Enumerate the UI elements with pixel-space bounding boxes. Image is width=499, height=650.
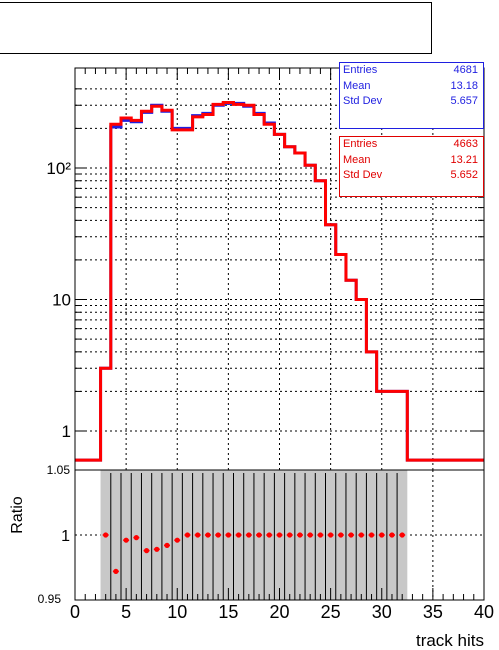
x-tick-label: 10 xyxy=(167,602,187,622)
ratio-point xyxy=(225,532,231,538)
stat-blue-row: Entries 4681 xyxy=(340,63,483,79)
ratio-point xyxy=(317,532,323,538)
ratio-point xyxy=(236,532,242,538)
stat-blue-label: Std Dev xyxy=(343,95,383,107)
ratio-point xyxy=(287,532,293,538)
stat-blue-row: Std Dev 5.657 xyxy=(340,94,483,110)
ratio-point xyxy=(266,532,272,538)
x-tick-label: 15 xyxy=(218,602,238,622)
ratio-point xyxy=(379,532,385,538)
stat-blue-label: Mean xyxy=(343,79,371,92)
ratio-point xyxy=(399,532,405,538)
x-tick-label: 20 xyxy=(269,602,289,622)
stat-red-value: 13.21 xyxy=(450,153,478,166)
ratio-point xyxy=(123,537,129,543)
stat-blue-value: 13.18 xyxy=(450,79,478,92)
ratio-point xyxy=(368,532,375,538)
ratio-point xyxy=(184,532,191,538)
stat-red-label: Mean xyxy=(343,153,371,166)
ratio-point xyxy=(297,532,303,538)
stat-blue-label: Entries xyxy=(343,64,378,76)
x-tick-label: 35 xyxy=(423,602,443,622)
ratio-point xyxy=(215,532,221,538)
x-tick-label: 25 xyxy=(321,602,341,622)
ratio-point xyxy=(205,532,211,538)
stat-blue-row: Mean 13.18 xyxy=(340,79,483,95)
x-tick-label: 0 xyxy=(70,602,80,622)
y-tick-label: 1 xyxy=(62,422,71,441)
stat-red-value: 5.652 xyxy=(450,169,478,181)
ratio-point xyxy=(338,532,344,538)
stats-box-blue: Entries 4681 Mean 13.18 Std Dev 5.657 xyxy=(339,62,484,129)
series-line-red xyxy=(75,100,484,462)
ratio-point xyxy=(328,532,334,538)
ratio-point xyxy=(103,532,109,538)
y-tick-label: 1 xyxy=(61,528,70,545)
ratio-point xyxy=(164,542,170,549)
ratio-point xyxy=(276,532,283,538)
y-tick-label: 10 xyxy=(52,291,71,310)
stats-box-red: Entries 4663 Mean 13.21 Std Dev 5.652 xyxy=(339,136,484,197)
ratio-point xyxy=(246,532,252,538)
ratio-point xyxy=(174,537,180,543)
ratio-points xyxy=(102,532,406,575)
ratio-point xyxy=(195,532,201,538)
stat-red-row: Std Dev 5.652 xyxy=(340,168,483,184)
ratio-point xyxy=(154,546,160,552)
stat-blue-value: 5.657 xyxy=(450,95,478,107)
stat-red-label: Std Dev xyxy=(343,169,383,181)
ratio-point xyxy=(113,568,119,575)
y-axis-title: Ratio xyxy=(9,496,26,533)
x-axis-title: track hits xyxy=(416,631,484,650)
stat-red-row: Entries 4663 xyxy=(340,137,483,153)
title-box xyxy=(0,2,432,54)
x-tick-label: 30 xyxy=(372,602,392,622)
ratio-point xyxy=(389,532,395,538)
series-red-histogram xyxy=(75,100,484,462)
ratio-point xyxy=(358,532,364,538)
y-tick-label: 10² xyxy=(46,159,71,178)
y-tick-label: 1.05 xyxy=(47,463,71,477)
stat-blue-value: 4681 xyxy=(453,64,478,76)
x-tick-label: 40 xyxy=(474,602,494,622)
x-tick-label: 5 xyxy=(121,602,131,622)
ratio-point xyxy=(133,535,139,541)
ratio-point xyxy=(256,532,262,538)
y-tick-label: 0.95 xyxy=(38,592,62,606)
ratio-point xyxy=(348,532,354,538)
ratio-point xyxy=(143,548,150,554)
stat-red-value: 4663 xyxy=(453,138,478,150)
axis-labels: 1 10 10² 0.95 1 1.05 0 5 10 15 20 25 30 35 40 track hit… xyxy=(9,159,494,650)
stat-red-label: Entries xyxy=(343,138,378,150)
ratio-error-band xyxy=(100,470,408,600)
ratio-point xyxy=(307,532,313,538)
stat-red-row: Mean 13.21 xyxy=(340,153,483,169)
